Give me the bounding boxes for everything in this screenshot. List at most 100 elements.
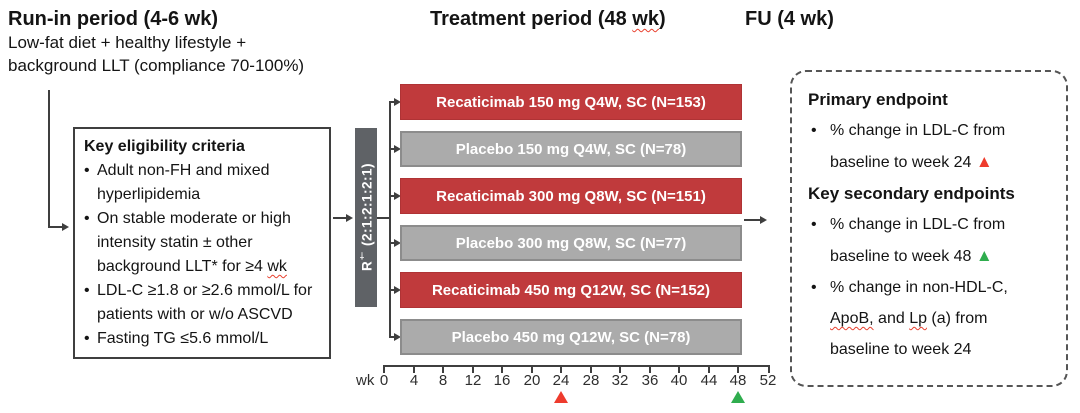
bullet-icon: •	[811, 279, 817, 296]
axis-tick-label-4: 4	[409, 372, 419, 389]
arms-to-endpoints-arrowhead-icon	[760, 216, 767, 224]
branch-arrowhead-icon-1	[394, 98, 401, 106]
eligibility-item-2-wavy-wk: wk	[267, 258, 287, 275]
branch-line-1	[391, 101, 396, 103]
branch-line-6	[391, 336, 396, 338]
axis-tick	[531, 365, 533, 373]
arm-bar-placebo-300: Placebo 300 mg Q8W, SC (N=77)	[400, 225, 742, 261]
eligibility-to-randomization-line	[333, 217, 347, 219]
secondary-endpoint-item-2-text: (a) from baseline to week 24	[830, 310, 988, 358]
axis-tick-label-24: 24	[552, 372, 570, 389]
secondary-endpoint-item-2-text: % change in non-HDL-C,	[830, 279, 1008, 296]
endpoints-box: Primary endpoint • % change in LDL-C from…	[790, 70, 1068, 387]
randomization-dagger: †	[357, 250, 368, 262]
eligibility-item-2-text: On stable moderate or high intensity sta…	[97, 210, 291, 275]
eligibility-item-4: • Fasting TG ≤5.6 mmol/L	[84, 327, 320, 351]
bullet-icon: •	[84, 282, 90, 299]
branch-line-2	[391, 148, 396, 150]
axis-tick-label-48: 48	[729, 372, 747, 389]
arm-bar-recaticimab-450: Recaticimab 450 mg Q12W, SC (N=152)	[400, 272, 742, 308]
axis-tick-label-20: 20	[523, 372, 541, 389]
branch-line-4	[391, 242, 396, 244]
axis-tick-label-0: 0	[379, 372, 389, 389]
axis-tick	[413, 365, 415, 373]
branch-line-3	[391, 195, 396, 197]
randomization-ratio: (2:1:2:1:2:1)	[359, 163, 375, 251]
eligibility-item-2: • On stable moderate or high intensity st…	[84, 207, 320, 279]
axis-tick-label-44: 44	[700, 372, 718, 389]
secondary-endpoint-item-2-text: and	[873, 310, 910, 327]
branch-arrowhead-icon-5	[394, 286, 401, 294]
axis-tick	[649, 365, 651, 373]
axis-tick	[678, 365, 680, 373]
axis-tick-label-40: 40	[670, 372, 688, 389]
bullet-icon: •	[84, 330, 90, 347]
run-in-subtitle-line1: Low-fat diet + healthy lifestyle +	[8, 33, 247, 52]
axis-tick	[737, 365, 739, 373]
elbow-arrow-vertical-line	[48, 90, 50, 228]
secondary-endpoint-item-2-wavy-apob: ApoB,	[830, 310, 874, 327]
secondary-endpoint-item-1-text: % change in LDL-C from baseline to week …	[830, 216, 1006, 265]
bullet-icon: •	[811, 122, 817, 139]
arm-bar-placebo-150: Placebo 150 mg Q4W, SC (N=78)	[400, 131, 742, 167]
randomization-bar: R† (2:1:2:1:2:1)	[355, 128, 377, 307]
run-in-period-title: Run-in period (4-6 wk)	[8, 8, 218, 30]
treatment-title-close: )	[658, 8, 666, 30]
axis-tick	[383, 365, 385, 373]
elbow-arrow-horizontal-line	[48, 226, 63, 228]
axis-tick	[768, 365, 770, 373]
bullet-icon: •	[84, 210, 90, 227]
axis-tick-label-8: 8	[438, 372, 448, 389]
axis-tick	[560, 365, 562, 373]
arms-to-endpoints-line	[744, 219, 761, 221]
secondary-endpoint-item-2: • % change in non-HDL-C, ApoB, and Lp (a)…	[808, 272, 1038, 365]
primary-endpoint-item-text: % change in LDL-C from baseline to week …	[830, 122, 1006, 171]
eligibility-item-1-text: Adult non-FH and mixed hyperlipidemia	[97, 162, 270, 203]
arm-bar-recaticimab-300: Recaticimab 300 mg Q8W, SC (N=151)	[400, 178, 742, 214]
randomization-label: R† (2:1:2:1:2:1)	[357, 163, 375, 271]
arm-bar-recaticimab-150: Recaticimab 150 mg Q4W, SC (N=153)	[400, 84, 742, 120]
axis-tick	[708, 365, 710, 373]
trunk-connector-line	[377, 217, 391, 219]
randomization-r: R	[359, 261, 375, 272]
eligibility-item-3-text: LDL-C ≥1.8 or ≥2.6 mmol/L for patients w…	[97, 282, 313, 323]
secondary-endpoints-title: Key secondary endpoints	[808, 184, 1015, 203]
axis-tick	[442, 365, 444, 373]
primary-endpoint-title: Primary endpoint	[808, 90, 948, 109]
bullet-icon: •	[84, 162, 90, 179]
primary-endpoint-item: • % change in LDL-C from baseline to week…	[808, 115, 1038, 178]
branch-trunk-line	[389, 101, 391, 338]
axis-tick	[472, 365, 474, 373]
green-triangle-icon: ▲	[975, 246, 993, 265]
run-in-subtitle-line2: background LLT (compliance 70-100%)	[8, 56, 305, 75]
axis-tick-label-16: 16	[493, 372, 511, 389]
treatment-period-title: Treatment period (48 wk)	[430, 8, 666, 31]
eligibility-item-1: • Adult non-FH and mixed hyperlipidemia	[84, 159, 320, 207]
axis-tick-label-52: 52	[759, 372, 777, 389]
axis-tick	[501, 365, 503, 373]
secondary-endpoint-item-1: • % change in LDL-C from baseline to week…	[808, 209, 1038, 272]
axis-tick-label-36: 36	[641, 372, 659, 389]
treatment-title-wavy-wk: wk	[632, 8, 659, 30]
axis-tick-label-32: 32	[611, 372, 629, 389]
eligibility-title: Key eligibility criteria	[84, 138, 245, 155]
axis-tick-label-28: 28	[582, 372, 600, 389]
eligibility-item-4-text: Fasting TG ≤5.6 mmol/L	[97, 330, 269, 347]
axis-tick-label-12: 12	[464, 372, 482, 389]
arm-bar-placebo-450: Placebo 450 mg Q12W, SC (N=78)	[400, 319, 742, 355]
week-axis-line	[383, 365, 770, 367]
eligibility-to-randomization-arrowhead-icon	[346, 214, 353, 222]
elbow-arrowhead-icon	[62, 223, 69, 231]
axis-unit-label: wk	[356, 372, 375, 389]
axis-tick	[619, 365, 621, 373]
bullet-icon: •	[811, 216, 817, 233]
branch-arrowhead-icon-3	[394, 192, 401, 200]
treatment-title-text: Treatment period (48	[430, 8, 633, 30]
follow-up-title: FU (4 wk)	[745, 8, 834, 30]
red-triangle-icon: ▲	[975, 152, 993, 171]
primary-endpoint-marker-icon	[554, 391, 568, 403]
secondary-endpoint-marker-icon	[731, 391, 745, 403]
eligibility-criteria-box: Key eligibility criteria • Adult non-FH a…	[73, 127, 331, 359]
branch-arrowhead-icon-4	[394, 239, 401, 247]
